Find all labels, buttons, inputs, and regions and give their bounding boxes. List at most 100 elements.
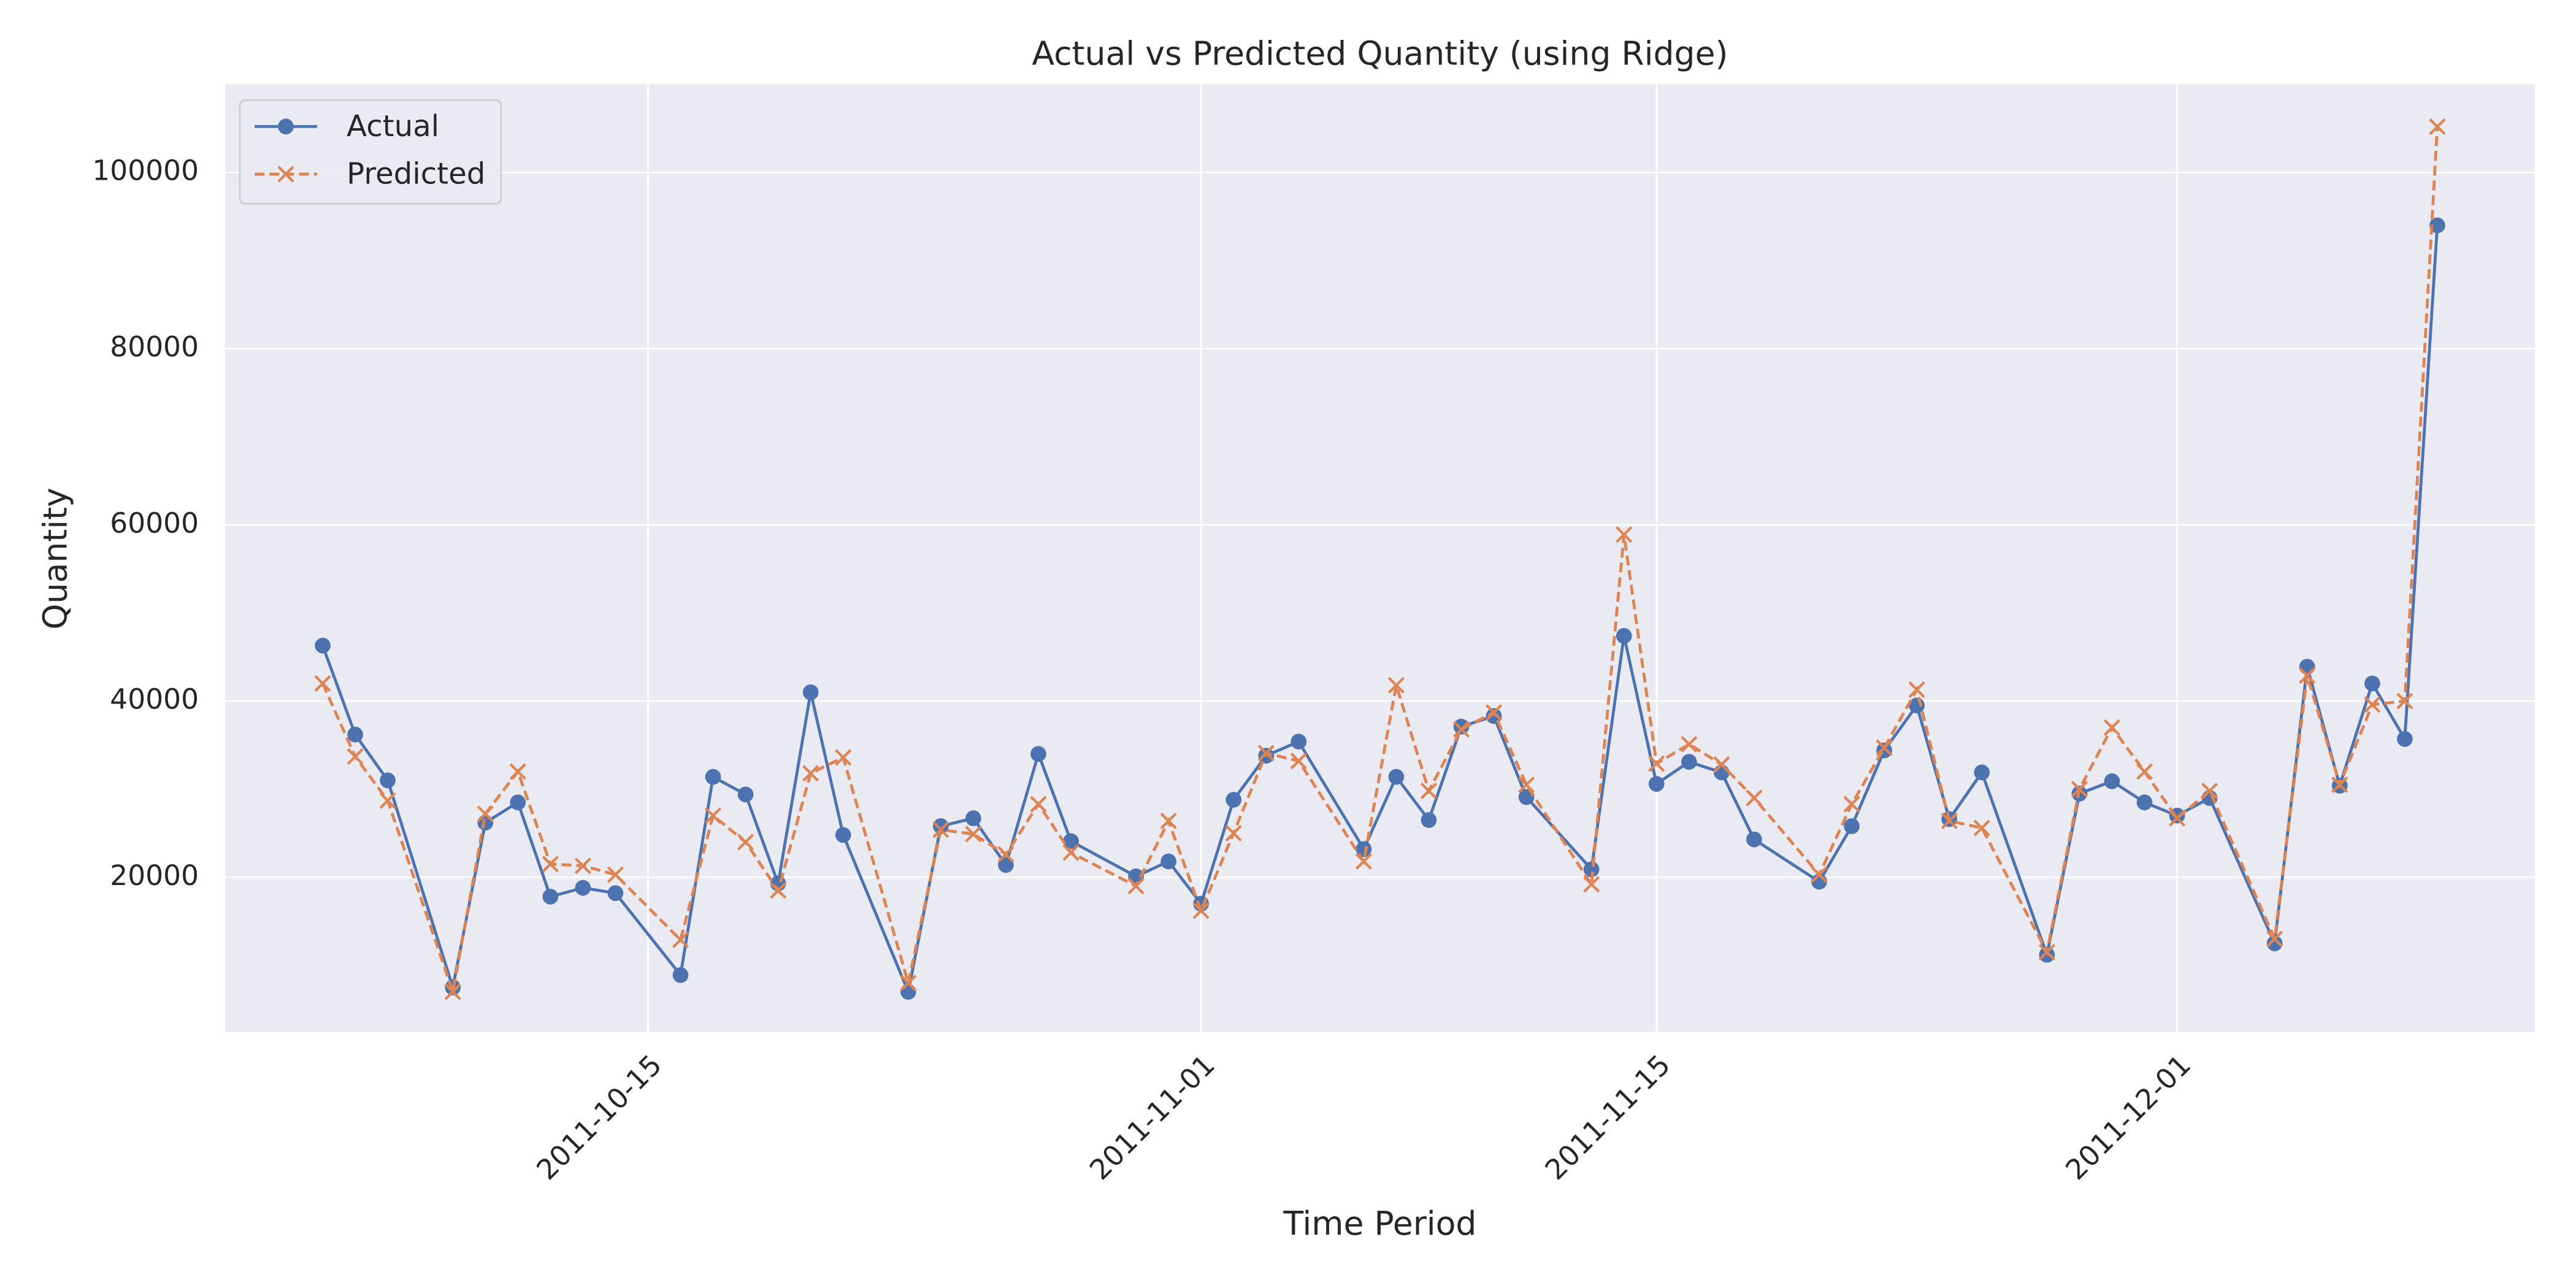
- grid: [224, 83, 2536, 1032]
- point: [2299, 659, 2315, 675]
- point: [574, 857, 592, 875]
- y-tick-label: 100000: [92, 155, 199, 187]
- point: [1420, 783, 1438, 800]
- point: [1030, 795, 1047, 813]
- point: [1843, 795, 1860, 813]
- point: [1713, 756, 1730, 773]
- point: [932, 821, 949, 838]
- point: [1192, 902, 1209, 919]
- point: [1811, 866, 1828, 883]
- point: [1388, 769, 1405, 785]
- point: [1257, 745, 1275, 762]
- point: [1973, 819, 1990, 837]
- point: [1355, 841, 1372, 857]
- point: [998, 857, 1014, 873]
- chart-title: Actual vs Predicted Quantity (using Ridg…: [1032, 34, 1728, 73]
- point: [347, 748, 364, 765]
- point: [770, 882, 787, 899]
- point: [1974, 764, 1990, 781]
- point: [672, 967, 689, 983]
- point: [933, 818, 949, 834]
- point: [1160, 812, 1177, 829]
- point: [1030, 746, 1046, 762]
- point: [737, 786, 754, 803]
- point: [477, 815, 494, 831]
- point: [1844, 818, 1860, 834]
- point: [1453, 721, 1470, 738]
- legend: Actual Predicted: [239, 99, 502, 205]
- point: [510, 794, 526, 811]
- point: [2071, 781, 2088, 798]
- point: [2397, 730, 2413, 747]
- point: [380, 772, 396, 789]
- y-tick-label: 60000: [110, 507, 199, 539]
- marks: [314, 118, 2446, 1000]
- point: [1649, 776, 1665, 792]
- point: [1420, 812, 1437, 828]
- point: [1355, 853, 1373, 870]
- point: [2299, 667, 2316, 684]
- point: [1160, 853, 1177, 870]
- point: [965, 810, 981, 826]
- point: [965, 826, 982, 843]
- y-tick-label: 20000: [110, 859, 199, 892]
- point: [1225, 792, 1242, 808]
- point: [2103, 719, 2121, 736]
- point: [2364, 696, 2381, 713]
- point: [1518, 776, 1535, 794]
- y-tick-label: 40000: [110, 683, 199, 716]
- point: [2201, 783, 2218, 800]
- point: [997, 846, 1014, 863]
- point: [1908, 681, 1925, 698]
- point: [2396, 692, 2413, 710]
- point: [2104, 773, 2120, 789]
- point: [2266, 935, 2283, 951]
- point: [607, 885, 624, 902]
- legend-marker: [278, 118, 294, 135]
- y-axis-label: Quantity: [36, 488, 74, 629]
- y-tick-label: 80000: [110, 331, 199, 363]
- point: [1714, 764, 1730, 781]
- legend-label: Predicted: [347, 157, 485, 191]
- point: [542, 889, 559, 905]
- point: [2266, 930, 2283, 948]
- point: [2364, 675, 2380, 692]
- point: [2136, 763, 2153, 780]
- point: [2429, 118, 2446, 136]
- point: [575, 880, 591, 896]
- point: [835, 749, 852, 766]
- point: [802, 684, 819, 700]
- point: [1746, 789, 1763, 807]
- point: [1876, 739, 1893, 756]
- point: [444, 983, 461, 1000]
- point: [1941, 812, 1958, 829]
- point: [1681, 735, 1698, 753]
- point: [379, 792, 396, 809]
- point: [1062, 844, 1079, 861]
- point: [1387, 677, 1405, 694]
- point: [1616, 526, 1633, 543]
- point: [737, 834, 754, 851]
- point: [1583, 861, 1600, 878]
- point: [835, 827, 851, 843]
- point: [1681, 754, 1697, 770]
- point: [2331, 776, 2348, 794]
- point: [1746, 831, 1762, 848]
- point: [1453, 718, 1470, 735]
- point: [315, 637, 331, 654]
- point: [672, 931, 689, 948]
- point: [607, 866, 624, 883]
- point: [542, 856, 559, 873]
- point: [1909, 697, 1925, 714]
- point: [1616, 627, 1632, 644]
- point: [314, 675, 331, 692]
- point: [705, 807, 722, 824]
- point: [705, 769, 721, 785]
- point: [2038, 943, 2055, 961]
- point: [347, 726, 363, 743]
- point: [2168, 810, 2186, 827]
- point: [2429, 217, 2445, 234]
- point: [802, 765, 819, 782]
